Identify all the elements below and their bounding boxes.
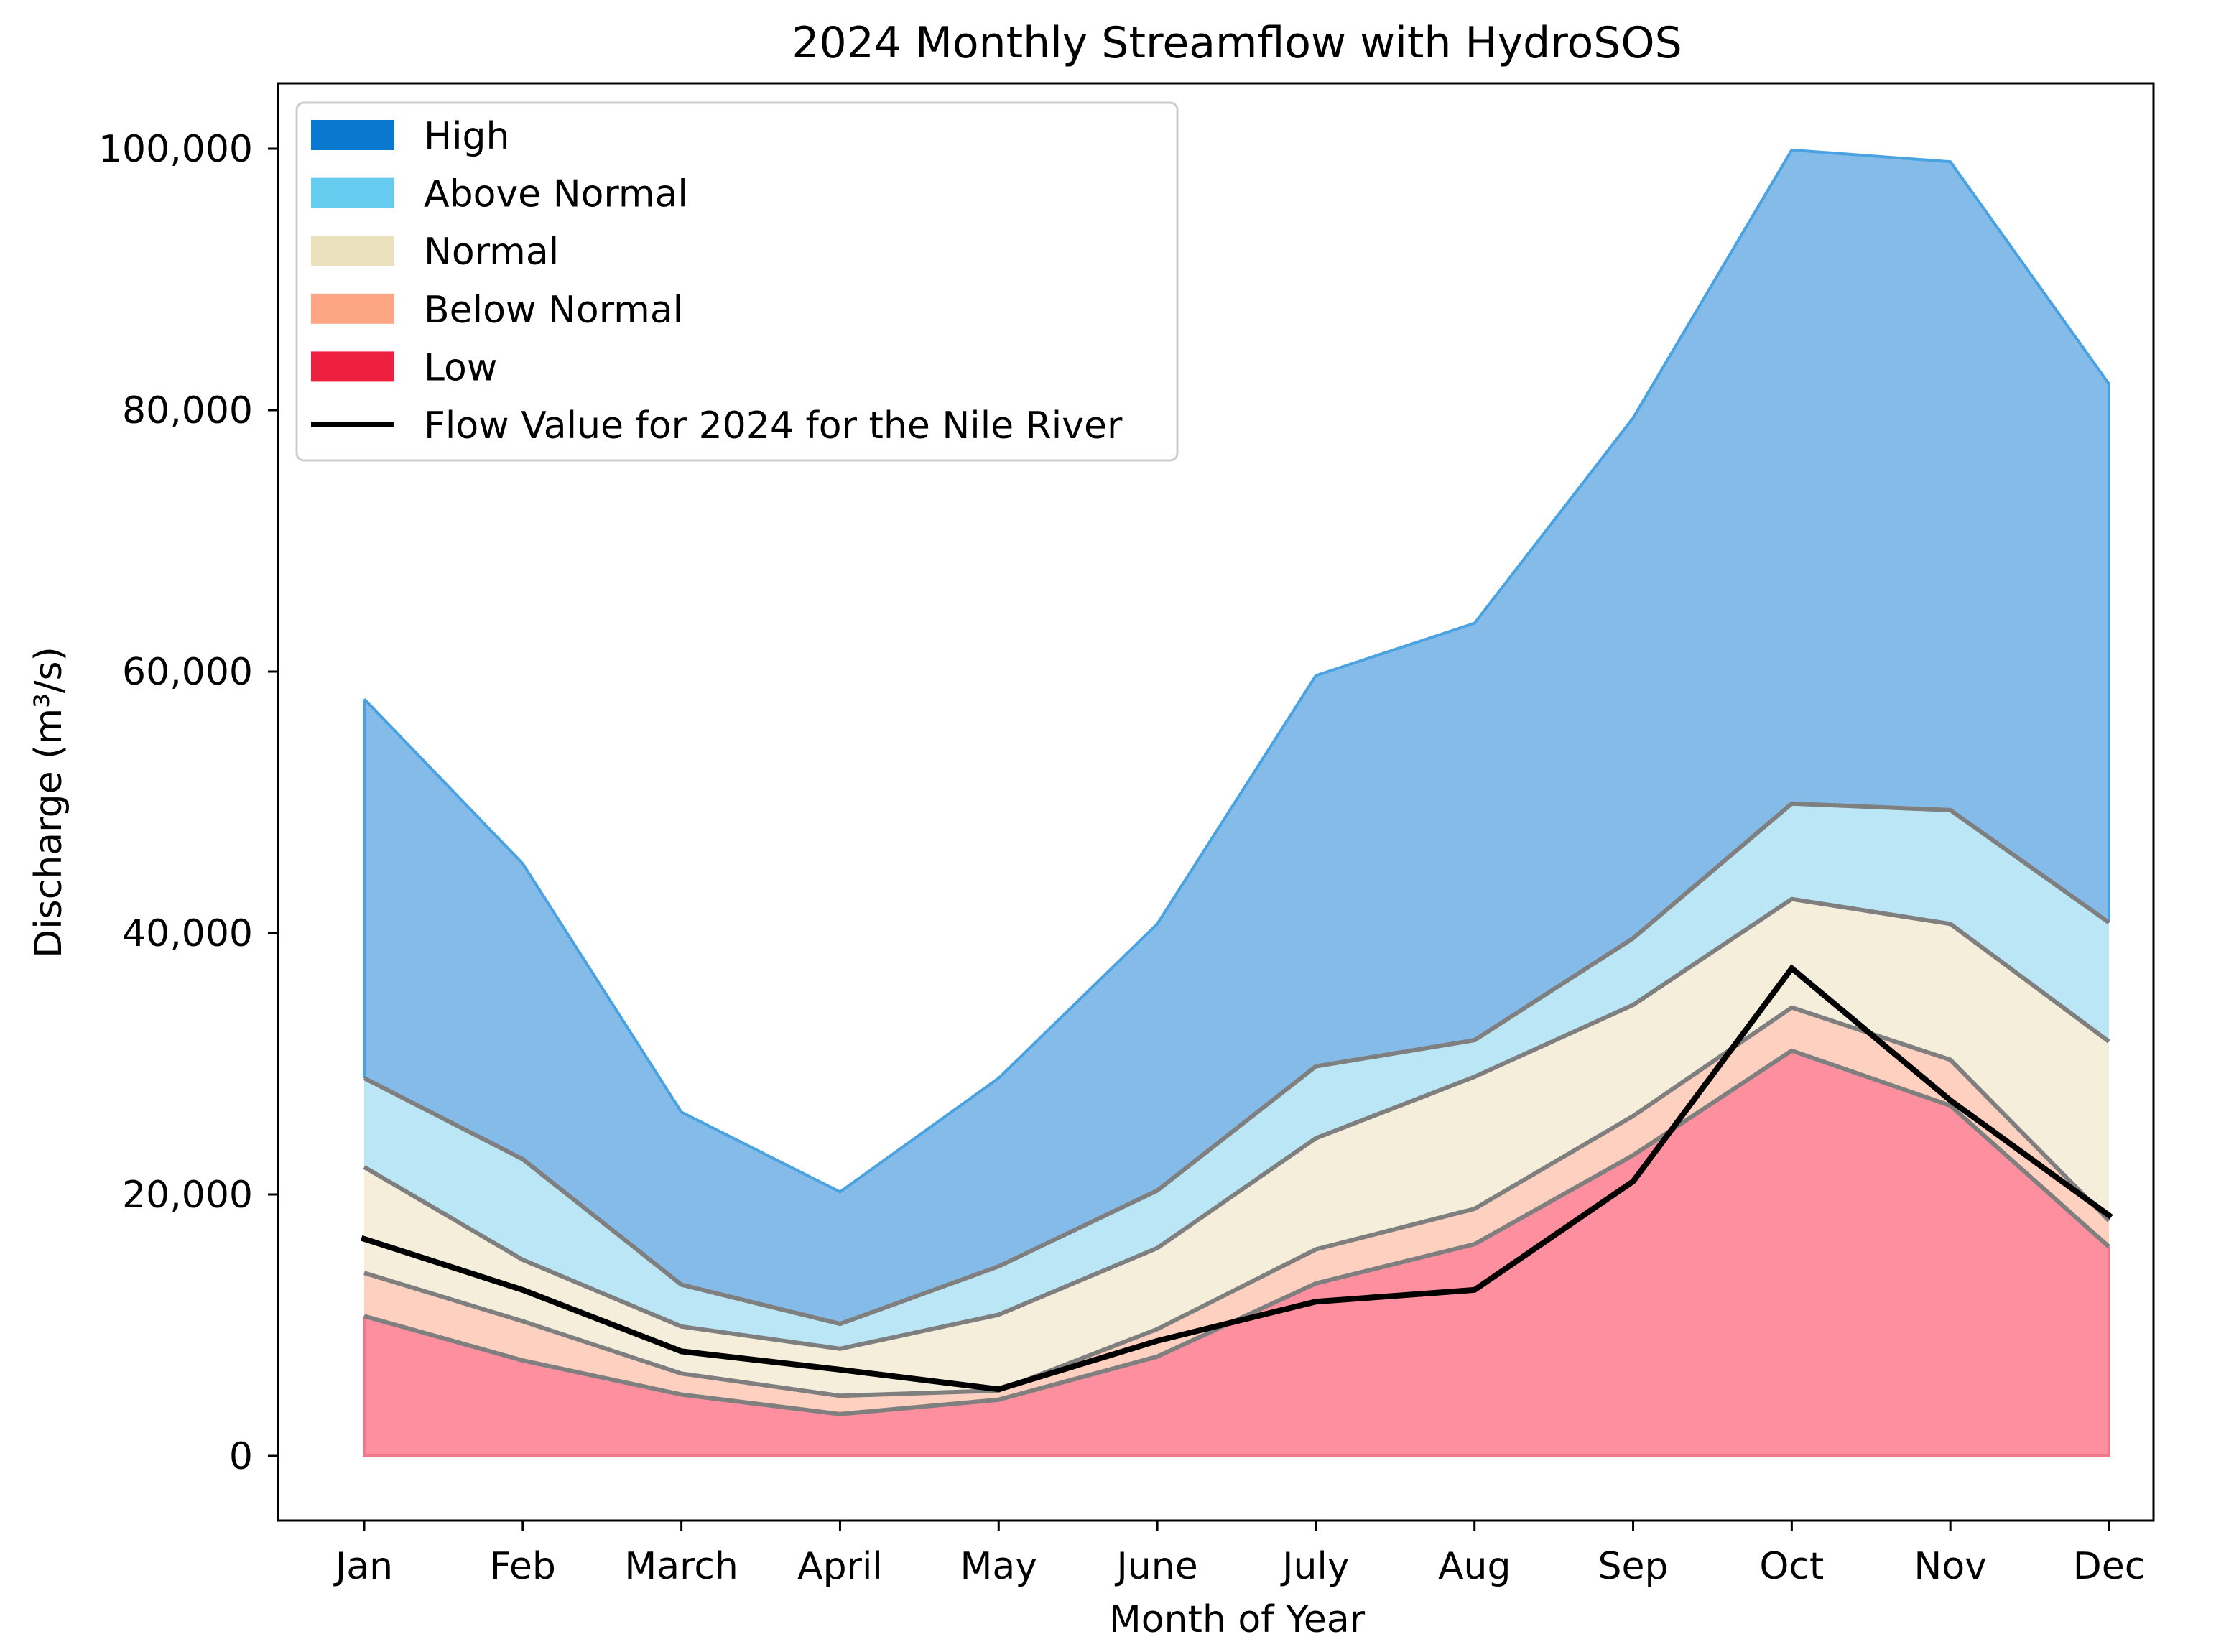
band-low: [364, 1050, 2109, 1456]
band-normal: [364, 899, 2109, 1396]
y-tick-label: 40,000: [122, 912, 253, 955]
band-high: [364, 149, 2109, 1324]
legend-box: [295, 101, 1179, 462]
x-tick-label: Nov: [1914, 1545, 1987, 1588]
x-tick-label: Sep: [1598, 1545, 1669, 1588]
legend-swatch: [311, 177, 394, 208]
x-tick-label: Dec: [2073, 1545, 2146, 1588]
legend-label: Flow Value for 2024 for the Nile River: [424, 404, 1123, 447]
legend-swatch: [311, 351, 394, 382]
threshold-lines: [363, 148, 2111, 1457]
threshold-normal-upper: [363, 896, 2110, 1351]
y-axis: 0 20,000 40,000 60,000 80,000 100,000: [98, 128, 278, 1478]
legend: High Above Normal Normal Below Normal Low Flo…: [295, 101, 1179, 462]
legend-label: High: [424, 115, 510, 158]
y-tick-label: 20,000: [122, 1174, 253, 1217]
y-axis-label: Discharge (m³/s): [27, 646, 70, 958]
x-tick-label: June: [1114, 1545, 1197, 1588]
band-below-normal: [364, 1007, 2109, 1414]
threshold-above-normal-upper: [363, 801, 2110, 1327]
x-tick-label: March: [624, 1545, 738, 1588]
band-above-normal: [364, 803, 2109, 1349]
plot-frame: [277, 82, 2155, 1522]
line-high-top: [363, 148, 2110, 1194]
y-tick-label: 60,000: [122, 651, 253, 694]
x-tick-label: April: [797, 1545, 883, 1588]
x-axis-label: Month of Year: [1109, 1598, 1366, 1641]
legend-swatch: [311, 293, 394, 324]
x-axis: Jan Feb March April May June July Aug Sep Oct Nov D…: [333, 1521, 2145, 1588]
chart-title: 2024 Monthly Streamflow with HydroSOS: [792, 18, 1682, 68]
x-tick-label: May: [960, 1545, 1038, 1588]
plot-area: [364, 149, 2109, 1456]
line-low-base: [363, 1246, 2110, 1457]
legend-label: Below Normal: [424, 289, 683, 332]
flow-layer: [360, 964, 2113, 1393]
x-tick-label: Feb: [490, 1545, 556, 1588]
legend-swatch: [311, 120, 394, 150]
x-tick-label: Aug: [1438, 1545, 1511, 1588]
x-tick-label: Jan: [333, 1545, 393, 1588]
legend-label: Above Normal: [424, 173, 688, 216]
y-tick-label: 100,000: [98, 128, 253, 171]
legend-label: Low: [424, 346, 497, 389]
series-flow-line: [360, 964, 2113, 1393]
threshold-below-normal-upper: [363, 1005, 2111, 1398]
x-tick-label: July: [1280, 1545, 1350, 1588]
y-tick-label: 0: [229, 1435, 253, 1478]
legend-swatch: [311, 236, 394, 266]
legend-label: Normal: [424, 231, 559, 274]
x-tick-label: Oct: [1759, 1545, 1824, 1588]
y-tick-label: 80,000: [122, 389, 253, 432]
